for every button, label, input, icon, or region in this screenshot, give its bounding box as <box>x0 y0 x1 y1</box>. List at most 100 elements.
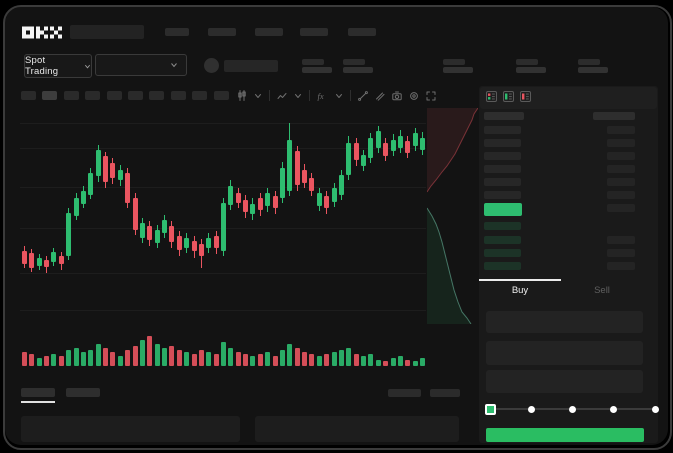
stat-label-placeholder <box>443 59 465 65</box>
candle-body <box>88 173 94 195</box>
indicators-fx-icon[interactable]: fx <box>317 91 328 101</box>
volume-bar <box>331 352 337 366</box>
volume-chart <box>20 333 426 366</box>
orderbook-bid-row[interactable] <box>484 222 521 230</box>
chevron-down-icon <box>170 61 178 69</box>
orderbook-ask-row[interactable] <box>484 126 521 134</box>
candle-body <box>272 196 278 208</box>
orderbook-ask-row[interactable] <box>484 139 521 147</box>
candle-body <box>294 151 300 185</box>
timeframe-pill[interactable] <box>213 91 229 100</box>
book-bids-icon[interactable] <box>503 91 514 102</box>
slider-stop[interactable] <box>651 405 659 413</box>
orderbook-bid-row[interactable] <box>484 236 521 244</box>
bottom-tab-1[interactable] <box>21 388 55 397</box>
order-input-3[interactable] <box>486 370 643 393</box>
candle-body <box>132 198 138 230</box>
timeframe-pill[interactable] <box>128 91 143 100</box>
search-placeholder[interactable] <box>70 25 144 39</box>
candle-body <box>73 198 79 216</box>
book-asks-icon[interactable] <box>520 91 531 102</box>
bottom-tab-2[interactable] <box>66 388 100 397</box>
candlestick-chart[interactable] <box>20 108 426 330</box>
trendline-icon[interactable] <box>358 90 368 101</box>
order-input-2[interactable] <box>486 341 643 365</box>
candle-body <box>243 200 249 212</box>
nav-item-placeholder[interactable] <box>300 28 328 36</box>
brush-icon[interactable] <box>375 91 385 101</box>
gridline <box>20 123 426 124</box>
candle-body <box>405 141 411 153</box>
timeframe-pill[interactable] <box>149 91 165 100</box>
nav-item-placeholder[interactable] <box>208 28 236 36</box>
last-price-placeholder <box>224 60 278 72</box>
orderbook-ask-row[interactable] <box>484 152 521 160</box>
svg-text:fx: fx <box>318 91 324 101</box>
buy-submit-button[interactable] <box>486 428 644 442</box>
fullscreen-icon[interactable] <box>426 91 436 101</box>
okx-logo-icon[interactable] <box>22 26 62 39</box>
orderbook-ask-row[interactable] <box>484 165 521 173</box>
volume-bar <box>302 352 308 366</box>
tab-sell[interactable]: Sell <box>594 285 610 296</box>
candle-body <box>184 238 190 248</box>
volume-bar <box>147 336 153 366</box>
slider-stop[interactable] <box>527 405 535 413</box>
slider-handle[interactable] <box>485 404 496 415</box>
slider-stop[interactable] <box>569 405 576 413</box>
candle-body <box>66 213 72 256</box>
volume-bar <box>412 361 418 366</box>
timeframe-pill[interactable] <box>63 91 79 100</box>
orderbook-last-price[interactable] <box>484 203 522 216</box>
nav-item-placeholder[interactable] <box>165 28 189 36</box>
candle-body <box>353 143 359 160</box>
volume-bar <box>29 354 35 366</box>
timeframe-pill[interactable] <box>42 91 58 100</box>
tab-buy[interactable]: Buy <box>511 285 529 296</box>
timeframe-pill[interactable] <box>106 91 122 100</box>
book-split-icon[interactable] <box>486 91 497 102</box>
stat-label-placeholder <box>516 59 538 65</box>
timeframe-pill[interactable] <box>170 91 186 100</box>
orderbook-ask-row[interactable] <box>484 191 521 199</box>
orderbook-amount-placeholder <box>607 178 635 186</box>
toolbar-divider <box>309 90 310 101</box>
orderbook-bid-row[interactable] <box>484 249 521 257</box>
timeframe-pill[interactable] <box>192 91 208 100</box>
orderbook-ask-row[interactable] <box>484 178 521 186</box>
candles-icon[interactable] <box>237 90 247 101</box>
nav-item-placeholder[interactable] <box>348 28 376 36</box>
slider-stop[interactable] <box>610 405 618 413</box>
orderbook-bid-row[interactable] <box>484 262 521 270</box>
timeframe-pill[interactable] <box>21 91 36 100</box>
orders-content-box <box>21 416 240 442</box>
volume-bar <box>162 348 168 366</box>
camera-icon[interactable] <box>392 91 402 101</box>
volume-bar <box>324 354 330 366</box>
candle-body <box>206 238 212 248</box>
settings-gear-icon[interactable] <box>409 91 419 101</box>
candle-body <box>147 226 153 240</box>
bottom-filter-2[interactable] <box>430 389 460 397</box>
line-style-icon[interactable] <box>277 91 287 101</box>
market-type-selector[interactable]: Spot Trading <box>24 54 92 78</box>
candle-body <box>316 193 322 206</box>
chart-tools: fx <box>237 88 436 103</box>
candle-body <box>412 133 418 146</box>
nav-item-placeholder[interactable] <box>255 28 283 36</box>
order-input-1[interactable] <box>486 311 643 333</box>
coin-avatar[interactable] <box>204 58 219 73</box>
timeframe-pill[interactable] <box>85 91 101 100</box>
volume-bar <box>243 354 249 366</box>
chevron-down-icon[interactable] <box>254 92 262 100</box>
bottom-filter-1[interactable] <box>388 389 421 397</box>
chevron-down-icon[interactable] <box>335 92 343 100</box>
candle-body <box>51 252 57 262</box>
pair-selector[interactable] <box>95 54 187 76</box>
candle-body <box>213 236 219 248</box>
history-content-box <box>255 416 459 442</box>
gridline <box>20 310 426 311</box>
volume-bar <box>110 352 116 366</box>
chevron-down-icon[interactable] <box>294 92 302 100</box>
candle-body <box>361 155 367 166</box>
